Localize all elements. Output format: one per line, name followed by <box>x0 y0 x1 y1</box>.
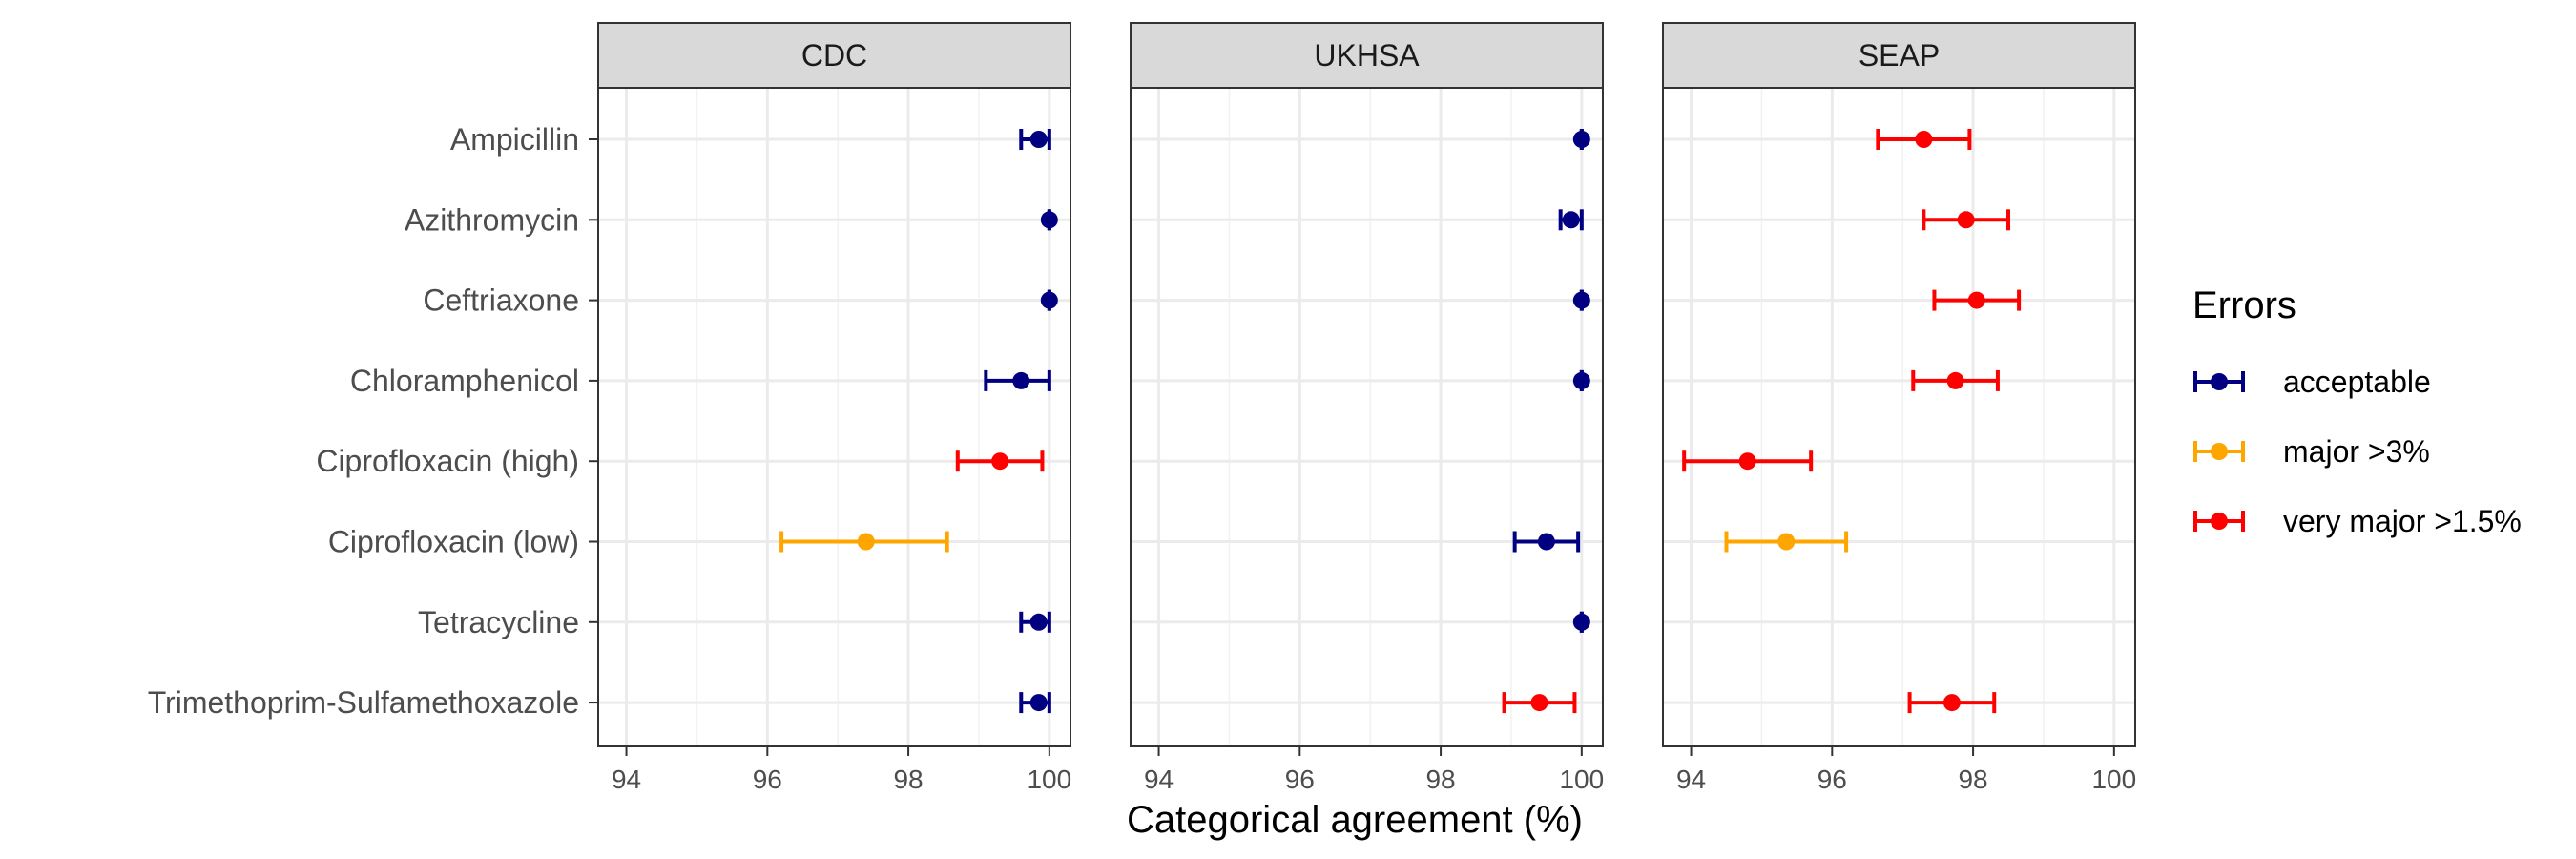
data-point-group <box>1040 209 1058 231</box>
data-point <box>1572 371 1590 389</box>
data-point <box>1537 533 1555 551</box>
data-point <box>1572 131 1590 148</box>
facet-strip-label: UKHSA <box>1314 38 1420 73</box>
y-tick-label: Ciprofloxacin (high) <box>316 444 579 478</box>
legend-item: acceptable <box>2193 365 2431 399</box>
x-tick-label: 94 <box>1144 765 1174 794</box>
x-tick-label: 100 <box>1027 765 1071 794</box>
x-tick-label: 100 <box>1559 765 1604 794</box>
data-point-group <box>1572 129 1590 150</box>
data-point <box>1029 694 1048 712</box>
panel-background <box>598 88 1070 746</box>
panel-background <box>1663 88 2135 746</box>
data-point-group <box>984 369 1051 391</box>
data-point <box>991 452 1009 471</box>
data-point <box>1957 211 1975 229</box>
data-point <box>1029 131 1048 148</box>
data-point-group <box>1019 129 1051 150</box>
y-tick-label: Chloramphenicol <box>350 364 579 398</box>
legend-label: major >3% <box>2283 434 2430 469</box>
data-point <box>1040 211 1058 229</box>
x-axis-title: Categorical agreement (%) <box>1127 799 1583 841</box>
data-point <box>1777 533 1796 551</box>
x-tick-label: 98 <box>1958 765 1987 794</box>
facet-panel-ukhsa: UKHSA 94 96 98 100 <box>1130 22 1604 794</box>
facet-panel-seap: SEAP 94 96 98 100 <box>1662 22 2136 794</box>
data-point-group <box>1019 692 1051 714</box>
data-point-group <box>1572 611 1590 633</box>
data-point-group <box>1922 209 2011 231</box>
data-point <box>1967 291 1985 309</box>
y-tick-label: Trimethoprim-Sulfamethoxazole <box>148 685 579 720</box>
y-tick-label: Tetracycline <box>418 605 579 639</box>
data-point-group <box>1932 289 2022 311</box>
data-point <box>1946 371 1964 389</box>
facet-panels: CDC 94 96 98 100 UKHSA 94 96 98 100 SEAP 94 96 98 100 <box>597 22 2136 794</box>
data-point <box>1012 371 1030 389</box>
legend-key-point <box>2211 443 2228 460</box>
data-point <box>1572 613 1590 631</box>
data-point-group <box>1512 531 1581 553</box>
legend-key-point <box>2211 513 2228 530</box>
y-tick-label: Azithromycin <box>405 202 579 237</box>
legend-item: major >3% <box>2193 434 2430 469</box>
data-point-group <box>1558 209 1584 231</box>
x-tick-label: 98 <box>893 765 923 794</box>
y-tick-label: Ceftriaxone <box>423 283 579 318</box>
facet-panel-cdc: CDC 94 96 98 100 <box>597 22 1071 794</box>
data-point <box>1915 131 1933 148</box>
y-tick-label: Ciprofloxacin (low) <box>328 525 579 559</box>
x-tick-label: 98 <box>1425 765 1455 794</box>
data-point <box>1040 291 1058 309</box>
legend-title: Errors <box>2192 284 2296 326</box>
x-tick-label: 96 <box>1285 765 1315 794</box>
x-tick-label: 94 <box>1676 765 1706 794</box>
legend-key-point <box>2211 373 2228 390</box>
x-tick-label: 94 <box>612 765 641 794</box>
panel-border <box>1130 87 1604 747</box>
data-point-group <box>1502 692 1577 714</box>
panel-border <box>597 87 1071 747</box>
data-point-group <box>1911 369 2000 391</box>
x-tick-label: 100 <box>2091 765 2136 794</box>
data-point <box>1530 694 1548 712</box>
data-point-group <box>1907 692 1997 714</box>
data-point-group <box>1572 289 1590 311</box>
legend-label: very major >1.5% <box>2283 504 2522 538</box>
legend-item: very major >1.5% <box>2193 504 2522 538</box>
y-axis: Ampicillin Azithromycin Ceftriaxone Chloram… <box>148 122 598 720</box>
data-point <box>1942 694 1961 712</box>
data-point <box>1029 613 1048 631</box>
series-points <box>779 129 1058 714</box>
data-point-group <box>1040 289 1058 311</box>
legend-label: acceptable <box>2283 365 2431 399</box>
data-point-group <box>955 450 1045 472</box>
data-point-group <box>1876 129 1972 150</box>
data-point-group <box>1019 611 1051 633</box>
facet-strip-label: CDC <box>801 38 867 73</box>
y-tick-label: Ampicillin <box>450 122 579 157</box>
panel-border <box>1662 87 2136 747</box>
data-point-group <box>1682 450 1814 472</box>
data-point <box>1562 211 1580 229</box>
data-point-group <box>1724 531 1849 553</box>
data-point <box>857 533 875 551</box>
panel-background <box>1131 88 1603 746</box>
series-points <box>1502 129 1590 714</box>
data-point <box>1572 291 1590 309</box>
x-tick-label: 96 <box>753 765 782 794</box>
legend: Errors acceptable major >3% very major >1.5… <box>2192 284 2522 538</box>
series-points <box>1682 129 2022 714</box>
x-tick-label: 96 <box>1818 765 1847 794</box>
data-point-group <box>779 531 949 553</box>
data-point <box>1738 452 1756 471</box>
facet-strip <box>597 22 1071 89</box>
data-point-group <box>1572 369 1590 391</box>
facet-strip <box>1662 22 2136 89</box>
facet-strip-label: SEAP <box>1859 38 1940 73</box>
